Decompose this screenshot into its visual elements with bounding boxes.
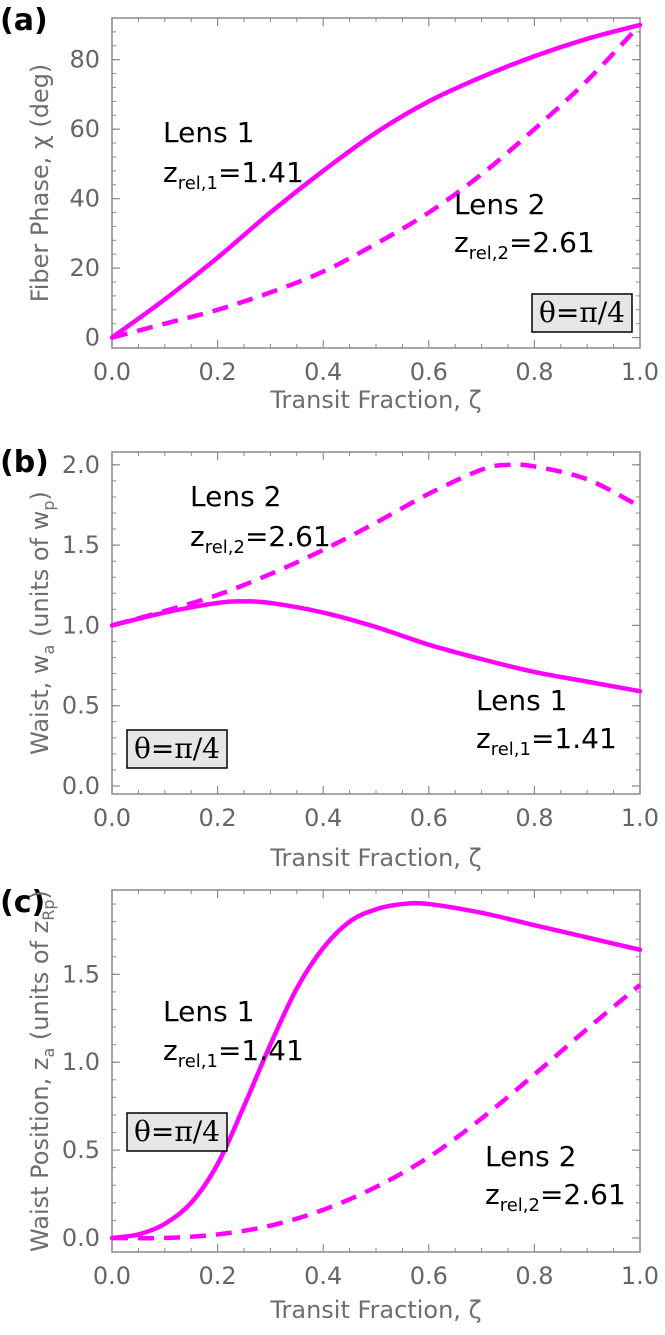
lens-2-zrel-label-main: z	[454, 226, 469, 259]
lens-1-zrel-label-subscript: rel,1	[178, 1051, 218, 1072]
y-tick-label: 1.5	[62, 531, 100, 559]
x-tick-label: 1.0	[621, 358, 659, 386]
y-axis-label: Fiber Phase, χ (deg)	[26, 64, 54, 303]
panel-label: (a)	[0, 3, 48, 38]
lens-1-zrel-label-value: =1.41	[218, 1034, 304, 1067]
y-tick-label: 0.5	[62, 692, 100, 720]
lens-2-label: Lens 2	[485, 1140, 576, 1173]
lens-1-zrel-label-subscript: rel,1	[491, 739, 531, 760]
x-tick-label: 0.0	[93, 804, 131, 832]
x-tick-label: 0.6	[410, 358, 448, 386]
x-axis-label: Transit Fraction, ζ	[269, 844, 481, 872]
y-tick-label: 40	[69, 185, 100, 213]
x-tick-label: 0.4	[304, 1262, 342, 1290]
series-line-lens-2	[111, 462, 642, 628]
x-tick-label: 1.0	[621, 804, 659, 832]
lens-2-zrel-label-value: =2.61	[245, 520, 331, 553]
lens-1-zrel-label-main: z	[476, 722, 491, 755]
lens-2-label: Lens 2	[190, 480, 281, 513]
lens-1-zrel-label: zrel,1=1.41	[163, 1034, 304, 1072]
panel-label: (c)	[0, 885, 45, 920]
x-tick-label: 0.0	[93, 358, 131, 386]
series-line-lens-1	[109, 599, 643, 694]
series-line-lens-1	[109, 22, 643, 340]
y-tick-label: 1.5	[62, 960, 100, 988]
panel-label: (b)	[0, 445, 49, 480]
x-tick-label: 1.0	[621, 1262, 659, 1290]
lens-2-zrel-label-subscript: rel,2	[500, 1195, 540, 1216]
y-tick-label: 2.0	[62, 451, 100, 479]
lens-2-zrel-label-subscript: rel,2	[205, 537, 245, 558]
lens-1-zrel-label: zrel,1=1.41	[476, 722, 617, 760]
x-tick-label: 0.4	[304, 804, 342, 832]
x-tick-label: 0.2	[199, 358, 237, 386]
lens-2-zrel-label: zrel,2=2.61	[485, 1178, 626, 1216]
lens-2-zrel-label-value: =2.61	[509, 226, 595, 259]
x-tick-label: 0.8	[515, 1262, 553, 1290]
lens-1-zrel-label-value: =1.41	[531, 722, 617, 755]
x-tick-label: 0.2	[199, 1262, 237, 1290]
x-axis-label: Transit Fraction, ζ	[269, 1296, 481, 1324]
y-axis-label: Waist Position, za (units of zRp)	[26, 890, 58, 1252]
chart-panel-1: (a) 0.0 0.2 0.4 0.6 0.8 1.0 0 20 40 60 80 Transit Fr…	[0, 3, 659, 414]
series-line-lens-2	[111, 23, 642, 340]
x-tick-label: 0.6	[410, 1262, 448, 1290]
y-tick-label: 0.5	[62, 1136, 100, 1164]
x-axis-label: Transit Fraction, ζ	[269, 386, 481, 414]
theta-label: θ=π/4	[134, 1115, 220, 1148]
y-tick-label: 0.0	[62, 1224, 100, 1252]
y-axis-label: Waist, wa (units of wp)	[26, 491, 58, 755]
lens-1-zrel-label-subscript: rel,1	[178, 173, 218, 194]
lens-1-zrel-label: zrel,1=1.41	[163, 156, 304, 194]
lens-2-zrel-label-main: z	[485, 1178, 500, 1211]
y-tick-label: 0	[85, 324, 100, 352]
lens-2-label: Lens 2	[454, 188, 545, 221]
lens-2-zrel-label-value: =2.61	[540, 1178, 626, 1211]
x-tick-label: 0.2	[199, 804, 237, 832]
theta-label: θ=π/4	[539, 296, 625, 329]
series-line-lens-1	[109, 900, 643, 1241]
lens-2-zrel-label: zrel,2=2.61	[454, 226, 595, 264]
y-tick-label: 60	[69, 115, 100, 143]
lens-1-zrel-label-value: =1.41	[218, 156, 304, 189]
lens-1-label: Lens 1	[163, 116, 254, 149]
y-tick-label: 20	[69, 254, 100, 282]
x-tick-label: 0.0	[93, 1262, 131, 1290]
theta-box	[126, 1112, 228, 1152]
lens-2-zrel-label-main: z	[190, 520, 205, 553]
series-line-lens-2	[111, 983, 642, 1241]
y-tick-label: 1.0	[62, 1048, 100, 1076]
theta-box	[531, 293, 633, 333]
y-tick-label: 0.0	[62, 772, 100, 800]
theta-box	[126, 729, 228, 769]
x-tick-label: 0.8	[515, 804, 553, 832]
lens-1-label: Lens 1	[476, 684, 567, 717]
lens-1-zrel-label-main: z	[163, 156, 178, 189]
chart-panel-3: (c) 0.0 0.2 0.4 0.6 0.8 1.0 0.0 0.5 1.0 1.5 Transit…	[0, 885, 659, 1324]
x-tick-label: 0.8	[515, 358, 553, 386]
lens-1-label: Lens 1	[163, 995, 254, 1028]
y-tick-label: 80	[69, 46, 100, 74]
y-tick-label: 1.0	[62, 611, 100, 639]
x-tick-label: 0.4	[304, 358, 342, 386]
lens-2-zrel-label: zrel,2=2.61	[190, 520, 331, 558]
lens-2-zrel-label-subscript: rel,2	[469, 243, 509, 264]
x-tick-label: 0.6	[410, 804, 448, 832]
theta-label: θ=π/4	[134, 732, 220, 765]
lens-1-zrel-label-main: z	[163, 1034, 178, 1067]
chart-panel-2: (b) 0.0 0.2 0.4 0.6 0.8 1.0 0.0 0.5 1.0 1.5 2.0 Tran…	[0, 445, 659, 872]
